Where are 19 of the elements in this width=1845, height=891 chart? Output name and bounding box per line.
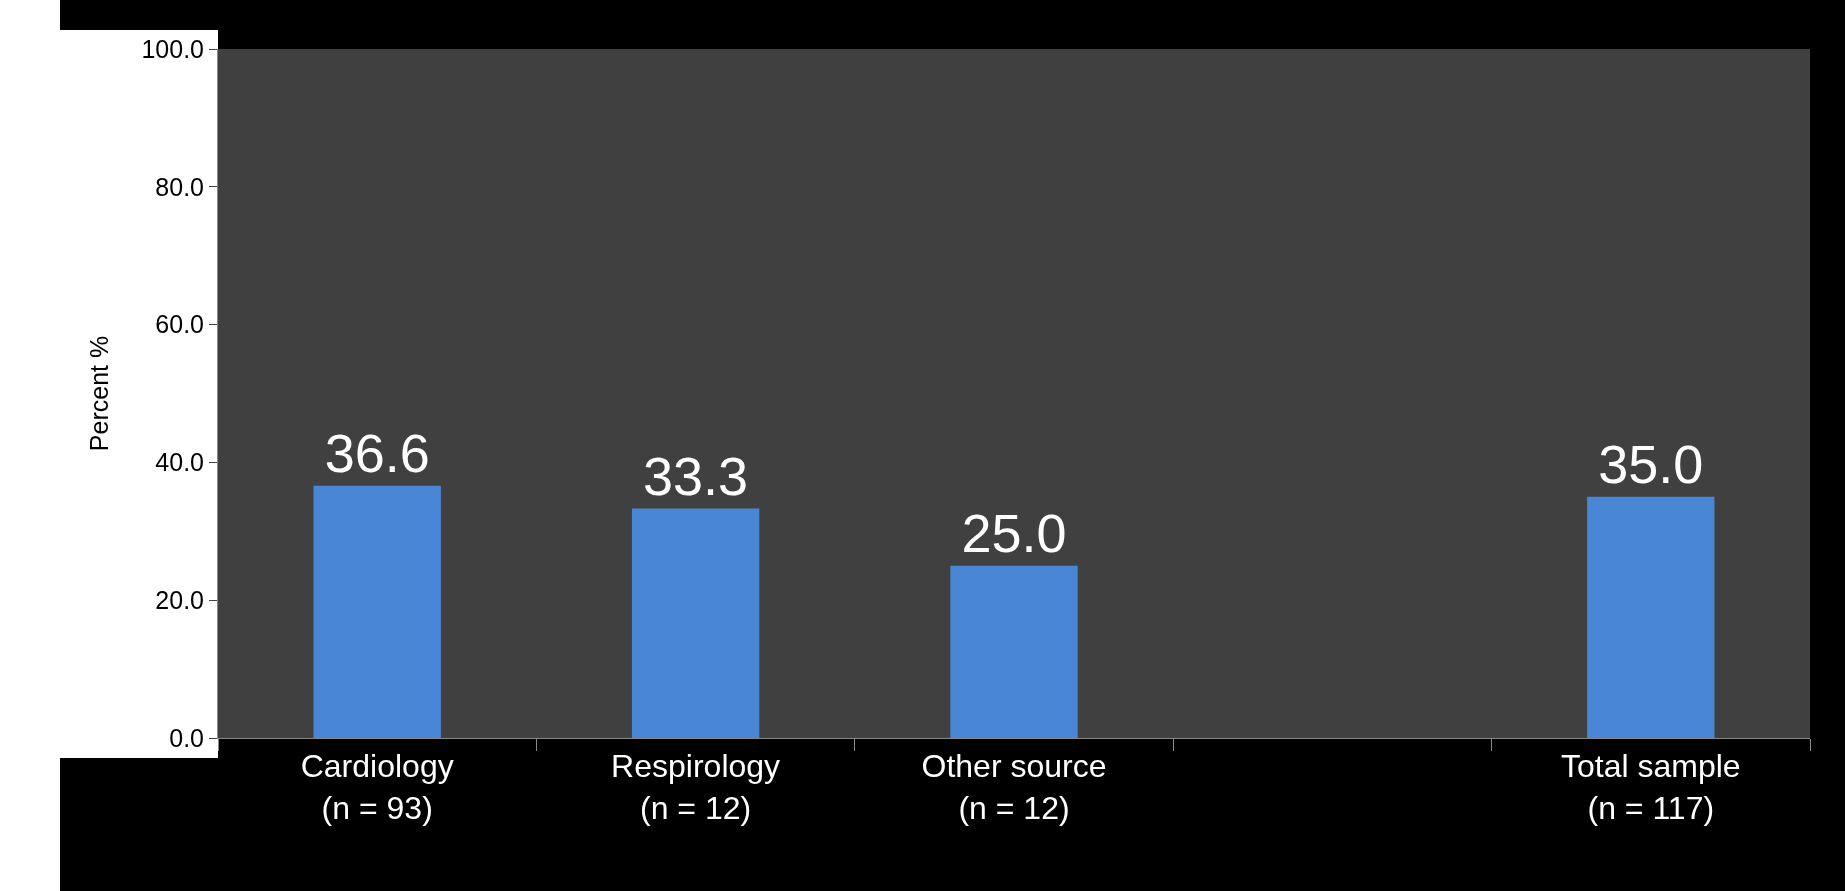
y-tick-label: 100.0 xyxy=(141,34,204,63)
bar xyxy=(1587,496,1715,738)
x-tick-label: Cardiology (n = 93) xyxy=(300,748,454,826)
y-tick-label: 40.0 xyxy=(155,448,204,477)
bar xyxy=(631,508,760,738)
data-label: 33.3 xyxy=(643,445,749,506)
bar xyxy=(313,485,441,738)
y-axis-title: Percent % xyxy=(85,335,114,452)
x-tick-label: Total sample (n = 117) xyxy=(1560,748,1741,826)
bar xyxy=(950,565,1078,738)
data-label: 36.6 xyxy=(324,422,430,483)
data-label: 35.0 xyxy=(1598,433,1704,494)
x-tick-label: Other source (n = 12) xyxy=(921,748,1107,826)
y-tick-label: 20.0 xyxy=(155,585,204,614)
y-tick-label: 60.0 xyxy=(155,310,204,339)
data-label: 25.0 xyxy=(961,502,1067,563)
x-tick-label: Respirology (n = 12) xyxy=(611,748,781,826)
y-tick-label: 0.0 xyxy=(169,723,204,752)
y-tick-label: 80.0 xyxy=(155,172,204,201)
